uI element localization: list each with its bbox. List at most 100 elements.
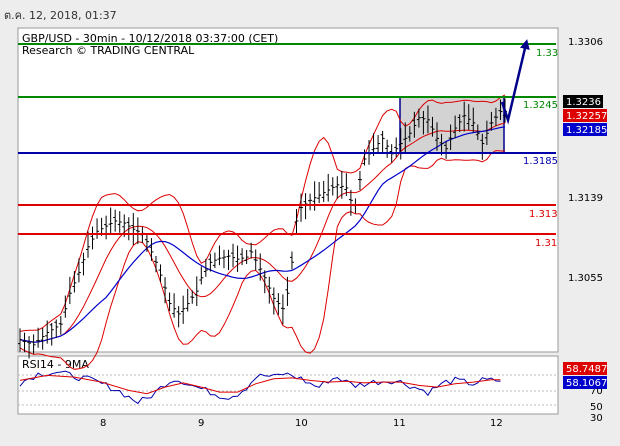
price-bar bbox=[131, 213, 136, 245]
rsi-tag-red: 58.7487 bbox=[563, 362, 607, 375]
price-bar bbox=[81, 252, 86, 276]
rsi-ma-line bbox=[19, 374, 501, 395]
price-bar bbox=[430, 116, 435, 137]
rsi-line bbox=[19, 370, 501, 405]
time-axis: 8 9 10 11 12 bbox=[100, 418, 503, 429]
price-bar bbox=[326, 173, 331, 202]
level-line-1.313: 1.313 bbox=[18, 204, 558, 220]
price-bar bbox=[276, 293, 281, 315]
svg-text:1.32185: 1.32185 bbox=[566, 125, 607, 136]
price-bar bbox=[421, 110, 426, 135]
price-bar bbox=[54, 319, 59, 338]
x-tick-10: 10 bbox=[295, 418, 308, 429]
price-bar bbox=[271, 287, 276, 315]
price-bar bbox=[203, 258, 208, 277]
price-bar bbox=[330, 177, 335, 196]
level-label-1.33: 1.33 bbox=[536, 48, 558, 59]
rsi-tick-50: 50 bbox=[590, 402, 603, 413]
price-bar bbox=[76, 258, 81, 283]
svg-text:1.32257: 1.32257 bbox=[566, 111, 607, 122]
price-bar bbox=[90, 226, 95, 250]
price-bar bbox=[466, 104, 471, 131]
price-bar bbox=[308, 193, 313, 211]
price-bars bbox=[18, 98, 507, 359]
price-bar bbox=[27, 336, 32, 359]
bollinger-middle bbox=[19, 122, 506, 343]
price-bar bbox=[40, 327, 45, 350]
main-chart-area bbox=[18, 28, 558, 352]
bollinger-upper bbox=[19, 94, 506, 332]
price-bar bbox=[339, 170, 344, 199]
price-bar bbox=[444, 141, 449, 159]
level-label-1.313: 1.313 bbox=[529, 209, 558, 220]
price-bar bbox=[376, 135, 381, 154]
price-bar bbox=[425, 105, 430, 134]
price-bar bbox=[448, 124, 453, 151]
main-chart-frame bbox=[17, 27, 559, 353]
price-bar bbox=[299, 193, 304, 222]
rsi-chart-frame bbox=[17, 355, 559, 415]
price-bar bbox=[412, 111, 417, 138]
price-tag-current: 1.3236 bbox=[563, 95, 603, 108]
price-bar bbox=[149, 238, 154, 261]
price-bar bbox=[231, 243, 236, 268]
price-bar bbox=[158, 264, 163, 283]
rsi-lines bbox=[19, 370, 501, 405]
price-bar bbox=[36, 327, 41, 348]
price-bar bbox=[167, 292, 172, 312]
price-bar bbox=[172, 293, 177, 318]
price-bar bbox=[85, 231, 90, 258]
price-bar bbox=[484, 120, 489, 145]
chart-subtitle: Research © TRADING CENTRAL bbox=[22, 44, 195, 57]
price-bar bbox=[208, 253, 213, 272]
price-tick-1.3306: 1.3306 bbox=[568, 37, 603, 48]
price-bar bbox=[253, 249, 258, 271]
chart-title: GBP/USD - 30min - 10/12/2018 03:37:00 (C… bbox=[22, 32, 278, 45]
price-bar bbox=[258, 253, 263, 281]
price-bar bbox=[457, 114, 462, 132]
price-bar bbox=[280, 294, 285, 325]
price-bar bbox=[22, 332, 27, 353]
price-bar bbox=[49, 322, 54, 346]
price-bar bbox=[212, 252, 217, 269]
price-bar bbox=[95, 218, 100, 239]
price-bar bbox=[416, 108, 421, 128]
price-bar bbox=[199, 266, 204, 285]
price-bar bbox=[289, 251, 294, 270]
price-axis: 1.3306 1.3139 1.3055 bbox=[568, 37, 603, 284]
price-bar bbox=[244, 250, 249, 264]
x-tick-12: 12 bbox=[490, 418, 503, 429]
price-bar bbox=[18, 328, 22, 352]
price-bar bbox=[462, 101, 467, 132]
price-bar bbox=[471, 107, 476, 133]
x-tick-11: 11 bbox=[393, 418, 406, 429]
price-bar bbox=[181, 295, 186, 324]
price-bar bbox=[108, 207, 113, 234]
price-tick-1.3139: 1.3139 bbox=[568, 193, 603, 204]
price-bar bbox=[31, 334, 36, 354]
rsi-tick-30: 30 bbox=[590, 413, 603, 424]
level-line-1.3185: 1.3185 bbox=[18, 152, 558, 167]
level-line-1.3245: 1.3245 bbox=[18, 96, 558, 111]
price-bar bbox=[267, 276, 272, 304]
price-bar bbox=[439, 133, 444, 156]
price-bar bbox=[176, 306, 181, 328]
x-tick-9: 9 bbox=[198, 418, 204, 429]
price-tag-red: 1.32257 bbox=[563, 109, 607, 122]
price-bar bbox=[380, 130, 385, 153]
price-bar bbox=[67, 276, 72, 305]
forecast-arrow bbox=[500, 39, 530, 125]
price-bar bbox=[321, 180, 326, 203]
price-bar bbox=[285, 276, 290, 306]
price-bar bbox=[63, 295, 68, 318]
rsi-title: RSI14 - 9MA bbox=[22, 358, 89, 371]
level-line-1.31: 1.31 bbox=[18, 233, 557, 249]
svg-text:58.1067: 58.1067 bbox=[566, 378, 607, 389]
price-bar bbox=[398, 128, 403, 160]
level-label-1.3185: 1.3185 bbox=[523, 156, 558, 167]
price-bar bbox=[240, 248, 245, 266]
price-bar bbox=[194, 276, 199, 307]
price-bar bbox=[104, 215, 109, 240]
price-tick-1.3055: 1.3055 bbox=[568, 273, 603, 284]
